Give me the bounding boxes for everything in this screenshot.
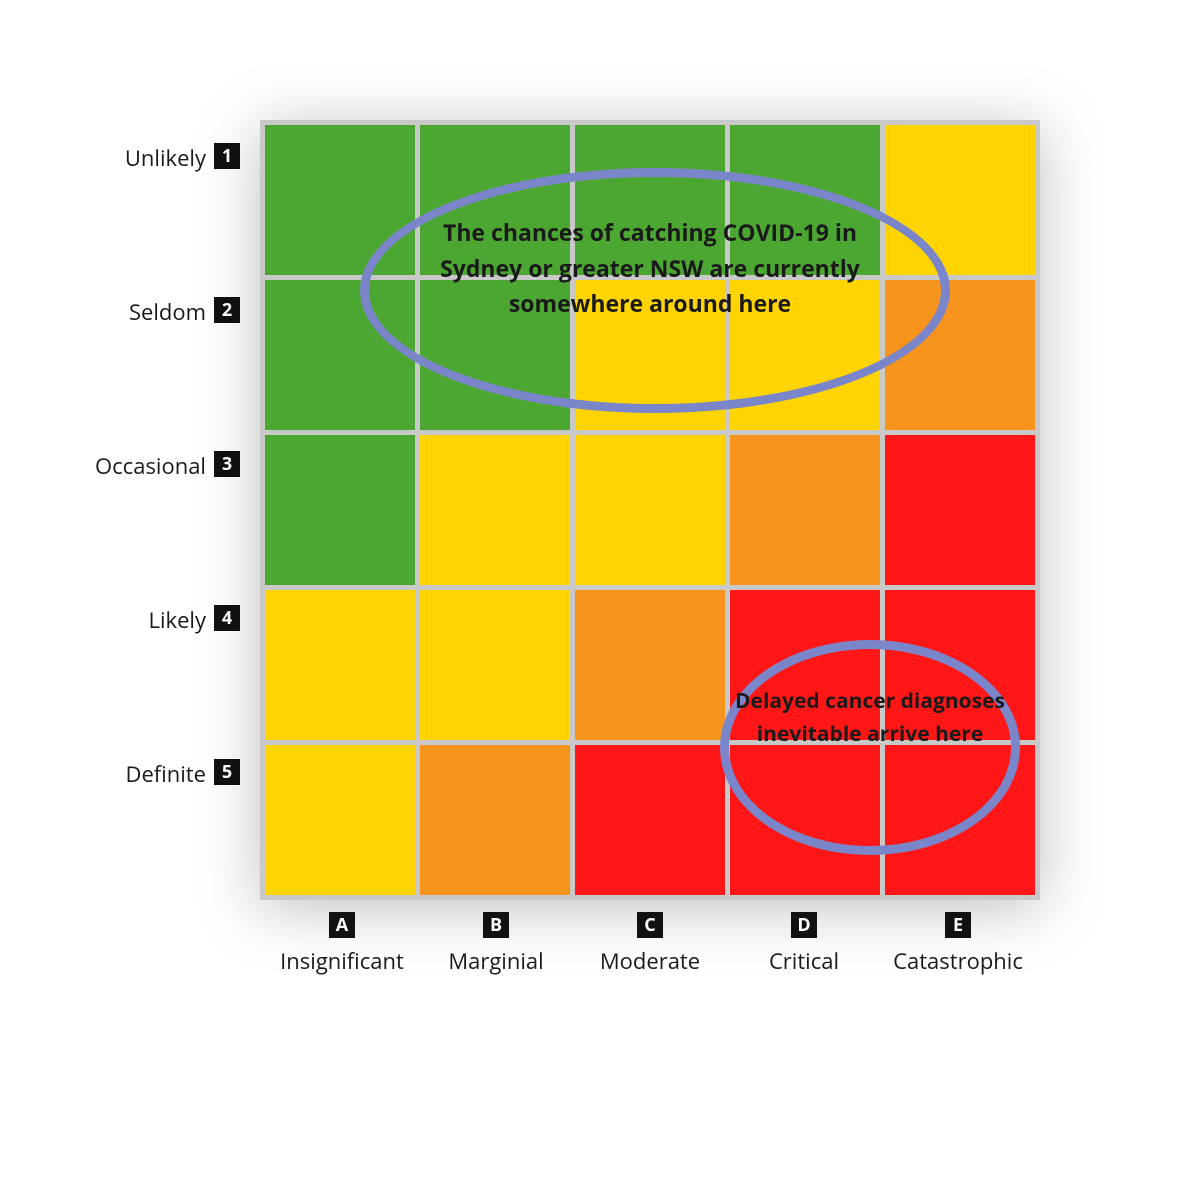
matrix-cell (265, 280, 415, 430)
col-badge: A (329, 912, 355, 938)
col-badge: D (791, 912, 817, 938)
matrix-cell (575, 590, 725, 740)
row-label-text: Definite (125, 759, 206, 789)
col-label-text: Moderate (600, 946, 700, 976)
matrix-cell (885, 590, 1035, 740)
risk-matrix-figure: Unlikely 1 Seldom 2 Occasional 3 Likely … (80, 120, 1120, 1080)
row-badge: 1 (214, 143, 240, 169)
matrix-cell (885, 745, 1035, 895)
row-label-text: Likely (148, 605, 206, 635)
col-label-text: Catastrophic (893, 946, 1023, 976)
col-badge: B (483, 912, 509, 938)
row-badge: 3 (214, 451, 240, 477)
col-badge: C (637, 912, 663, 938)
matrix-cell (730, 435, 880, 585)
matrix-cell (575, 280, 725, 430)
matrix-cell (420, 280, 570, 430)
matrix-cell (730, 125, 880, 275)
matrix-cell (265, 125, 415, 275)
matrix-cell (265, 590, 415, 740)
row-badge: 2 (214, 297, 240, 323)
matrix-cell (885, 280, 1035, 430)
col-label-c: C Moderate (573, 912, 727, 976)
col-labels: A Insignificant B Marginial C Moderate D… (265, 912, 1035, 976)
matrix-cell (420, 125, 570, 275)
matrix-grid-wrap (260, 120, 1040, 900)
col-badge: E (945, 912, 971, 938)
col-label-text: Insignificant (280, 946, 404, 976)
matrix-cell (420, 590, 570, 740)
col-label-d: D Critical (727, 912, 881, 976)
matrix-cell (885, 125, 1035, 275)
row-labels: Unlikely 1 Seldom 2 Occasional 3 Likely … (80, 125, 250, 895)
matrix-cell (730, 745, 880, 895)
matrix-grid (265, 125, 1035, 895)
row-label-2: Seldom 2 (80, 279, 250, 433)
matrix-cell (420, 435, 570, 585)
matrix-cell (575, 125, 725, 275)
matrix-cell (730, 590, 880, 740)
row-label-3: Occasional 3 (80, 433, 250, 587)
matrix-cell (265, 745, 415, 895)
matrix-cell (575, 435, 725, 585)
row-label-text: Seldom (129, 297, 206, 327)
matrix-cell (265, 435, 415, 585)
col-label-b: B Marginial (419, 912, 573, 976)
row-label-4: Likely 4 (80, 587, 250, 741)
matrix-cell (575, 745, 725, 895)
col-label-e: E Catastrophic (881, 912, 1035, 976)
row-label-text: Occasional (95, 451, 206, 481)
matrix-cell (730, 280, 880, 430)
row-label-5: Definite 5 (80, 741, 250, 895)
col-label-text: Marginial (448, 946, 543, 976)
row-label-1: Unlikely 1 (80, 125, 250, 279)
matrix-cell (885, 435, 1035, 585)
row-badge: 5 (214, 759, 240, 785)
matrix-cell (420, 745, 570, 895)
col-label-a: A Insignificant (265, 912, 419, 976)
row-label-text: Unlikely (125, 143, 206, 173)
col-label-text: Critical (769, 946, 839, 976)
row-badge: 4 (214, 605, 240, 631)
